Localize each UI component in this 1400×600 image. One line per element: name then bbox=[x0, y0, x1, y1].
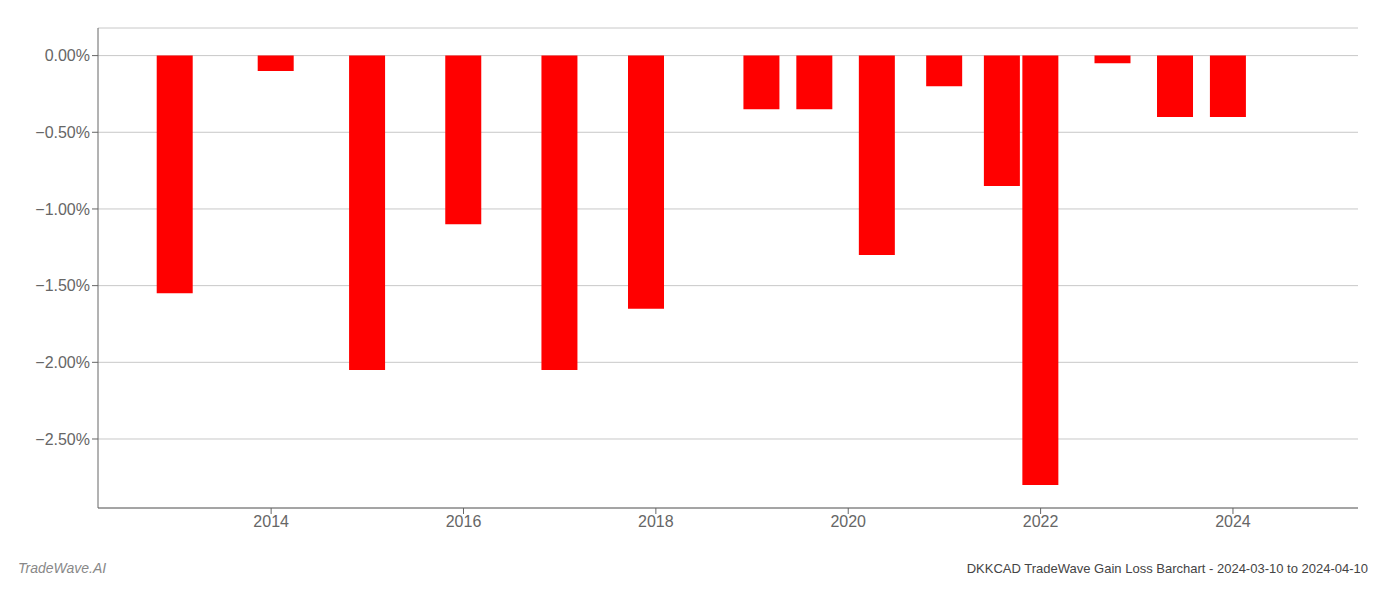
svg-text:2014: 2014 bbox=[253, 513, 289, 530]
html-text:TradeWave.AI: TradeWave.AI bbox=[18, 560, 107, 576]
svg-text:−1.50%: −1.50% bbox=[35, 277, 90, 294]
svg-text:2022: 2022 bbox=[1023, 513, 1059, 530]
svg-text:0.00%: 0.00% bbox=[45, 47, 90, 64]
svg-text:2016: 2016 bbox=[446, 513, 482, 530]
svg-text:−2.00%: −2.00% bbox=[35, 354, 90, 371]
svg-text:2024: 2024 bbox=[1215, 513, 1251, 530]
svg-text:−2.50%: −2.50% bbox=[35, 431, 90, 448]
svg-text:2018: 2018 bbox=[638, 513, 674, 530]
svg-text:2020: 2020 bbox=[830, 513, 866, 530]
html-text:DKKCAD TradeWave Gain Loss Bar: DKKCAD TradeWave Gain Loss Barchart - 20… bbox=[966, 561, 1368, 576]
svg-text:−0.50%: −0.50% bbox=[35, 124, 90, 141]
svg-text:−1.00%: −1.00% bbox=[35, 201, 90, 218]
